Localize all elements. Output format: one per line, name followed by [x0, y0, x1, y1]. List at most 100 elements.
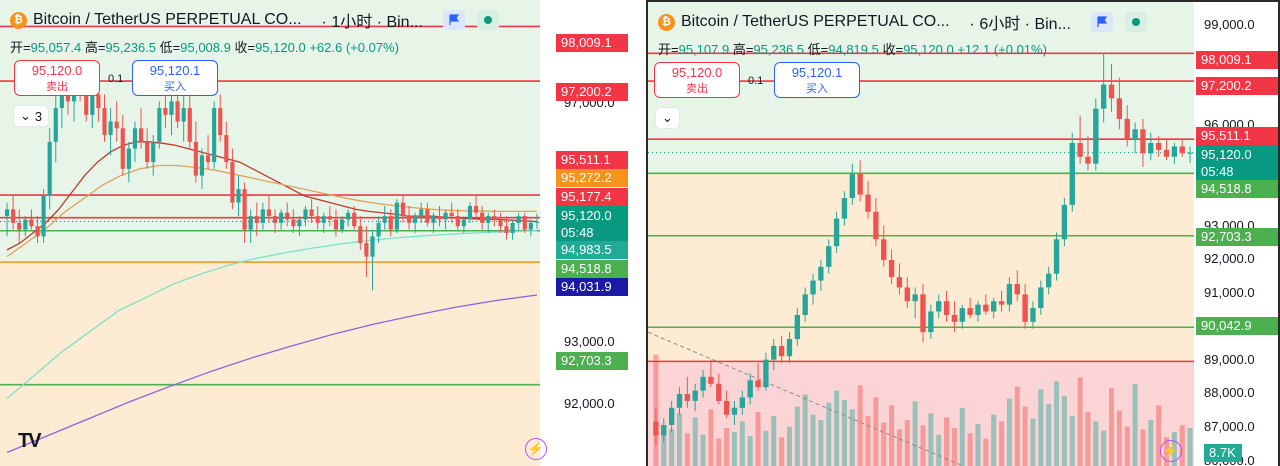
- current-price-tag: 95,120.0 05:48: [1196, 145, 1278, 181]
- candle-body: [443, 212, 448, 220]
- candle-body: [23, 219, 28, 230]
- spread-value: 0.1: [748, 75, 764, 87]
- high-value: 95,236.5: [105, 40, 157, 55]
- symbol-title[interactable]: Bitcoin / TetherUS PERPETUAL CO...: [681, 13, 950, 30]
- buy-label: 买入: [164, 81, 186, 93]
- lightning-icon[interactable]: ⚡: [1160, 440, 1182, 462]
- candle-body: [297, 219, 302, 227]
- tradingview-logo[interactable]: TV: [18, 430, 42, 452]
- volume-bar: [747, 436, 753, 466]
- market-status-icon[interactable]: [476, 10, 499, 30]
- open-value: 95,057.4: [30, 40, 82, 55]
- candle-body: [951, 314, 958, 322]
- candle-body: [983, 304, 989, 312]
- volume-bar: [959, 408, 965, 466]
- price-tag: 90,042.9: [1196, 317, 1278, 335]
- candle-body: [810, 280, 816, 295]
- candle-body: [849, 173, 855, 199]
- candle-body: [1124, 118, 1130, 140]
- candle-body: [1085, 156, 1091, 164]
- chart-panel-1h[interactable]: ₿ Bitcoin / TetherUS PERPETUAL CO... · 1…: [0, 0, 640, 466]
- open-label: 开=: [658, 42, 679, 57]
- sell-button[interactable]: 95,120.0 卖出: [654, 62, 740, 98]
- buy-button[interactable]: 95,120.1 买入: [774, 62, 860, 98]
- ohlc-legend: 开=95,057.4 高=95,236.5 低=95,008.9 收=95,12…: [10, 37, 399, 56]
- market-status-icon[interactable]: [1124, 12, 1147, 32]
- chart-panel-6h[interactable]: ₿ Bitcoin / TetherUS PERPETUAL CO... · 6…: [646, 0, 1280, 466]
- chart-canvas-6h[interactable]: [648, 2, 1280, 466]
- candle-body: [53, 108, 58, 142]
- volume-bar: [826, 402, 832, 466]
- candle-body: [303, 209, 308, 220]
- close-label: 收=: [882, 42, 904, 57]
- candle-body: [778, 345, 785, 357]
- volume-bar: [912, 401, 918, 466]
- price-tag: 98,009.1: [556, 34, 628, 52]
- candle-body: [230, 162, 235, 203]
- volume-bar: [1046, 404, 1052, 466]
- candle-body: [400, 202, 406, 217]
- candle-body: [102, 108, 107, 136]
- candle-body: [279, 212, 284, 223]
- flag-icon[interactable]: [1090, 12, 1113, 32]
- timeframe-label[interactable]: · 6小时 · Bin...: [969, 16, 1071, 33]
- low-value: 95,008.9: [180, 40, 231, 55]
- price-tag: 95,511.1: [556, 151, 628, 169]
- candle-body: [1014, 284, 1020, 295]
- sell-label: 卖出: [686, 83, 708, 95]
- volume-bar: [920, 425, 926, 466]
- lightning-icon[interactable]: ⚡: [525, 438, 547, 460]
- candle-body: [661, 425, 667, 436]
- candle-body: [132, 128, 138, 149]
- candle-body: [967, 308, 973, 315]
- volume-bar: [786, 426, 792, 466]
- candle-body: [684, 394, 691, 401]
- indicator-count: 3: [34, 108, 43, 124]
- volume-bar: [676, 413, 683, 466]
- candle-body: [248, 216, 253, 230]
- buy-button[interactable]: 95,120.1 买入: [132, 60, 218, 96]
- volume-bar: [834, 390, 840, 466]
- symbol-title[interactable]: Bitcoin / TetherUS PERPETUAL CO...: [33, 11, 302, 28]
- indicators-collapse-button[interactable]: ⌄: [656, 108, 679, 128]
- candle-body: [151, 141, 156, 163]
- change-value: +12.1 (+0.01%): [957, 42, 1047, 57]
- volume-bar: [951, 428, 957, 466]
- volume-bar: [991, 414, 997, 466]
- candle-body: [352, 212, 357, 227]
- moving-average-line: [6, 164, 537, 258]
- candle-body: [1022, 294, 1028, 322]
- price-tag: 94,031.9: [556, 278, 628, 296]
- volume-bar: [1140, 429, 1146, 466]
- volume-bar: [873, 397, 879, 466]
- candle-body: [473, 205, 479, 213]
- candle-body: [419, 209, 424, 217]
- flag-icon[interactable]: [442, 10, 465, 30]
- sell-price: 95,120.0: [671, 65, 723, 80]
- volume-bar: [724, 428, 730, 466]
- high-value: 95,236.5: [753, 42, 805, 57]
- candle-body: [708, 376, 714, 384]
- candle-body: [1108, 84, 1115, 99]
- volume-bar: [1179, 425, 1185, 466]
- timeframe-label[interactable]: · 1小时 · Bin...: [321, 14, 423, 31]
- candle-body: [413, 216, 418, 223]
- volume-bar: [661, 425, 667, 466]
- high-label: 高=: [732, 42, 754, 57]
- chart-canvas-1h[interactable]: [0, 0, 640, 466]
- candle-body: [504, 226, 509, 233]
- volume-bar: [983, 438, 989, 466]
- candle-body: [731, 407, 738, 415]
- candle-body: [716, 383, 722, 401]
- zone-background: [0, 262, 540, 466]
- sell-button[interactable]: 95,120.0 卖出: [14, 60, 100, 96]
- indicators-collapse-button[interactable]: ⌄ 3: [14, 106, 49, 126]
- candle-body: [1006, 284, 1013, 305]
- low-label: 低=: [159, 40, 181, 55]
- volume-bar: [684, 433, 690, 466]
- volume-bar: [1132, 384, 1138, 466]
- volume-bar: [1077, 377, 1083, 466]
- candle-body: [747, 380, 753, 398]
- candle-body: [4, 209, 10, 217]
- candle-body: [224, 135, 229, 163]
